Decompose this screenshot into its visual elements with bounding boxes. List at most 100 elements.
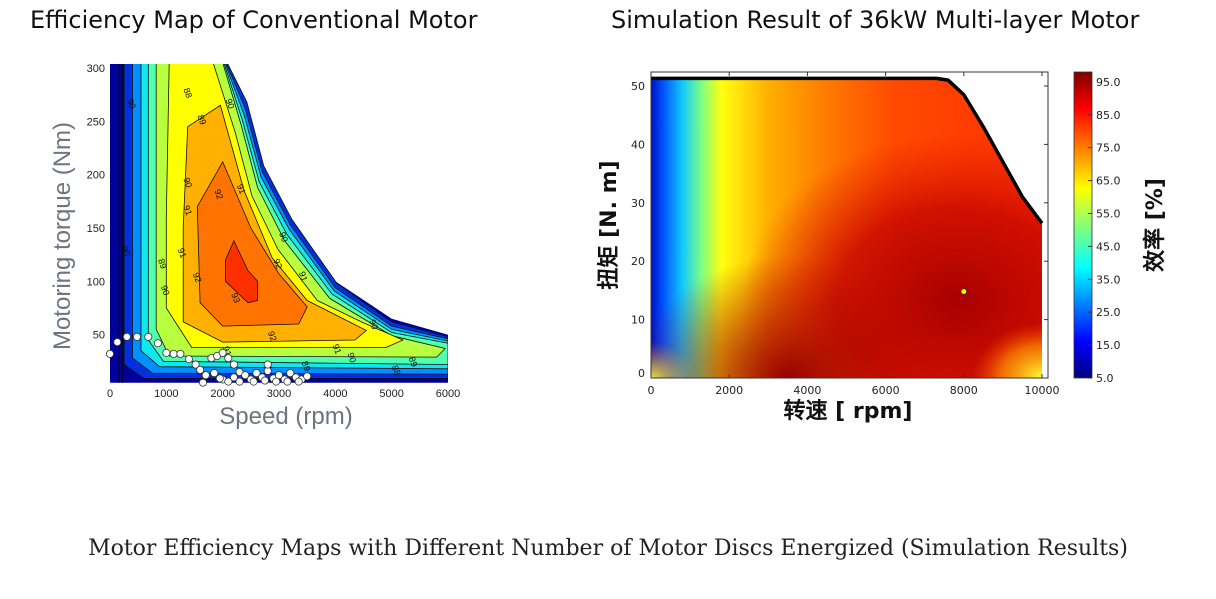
x-tick-label: 2000 xyxy=(210,388,234,400)
colorbar-tick-label: 15.0 xyxy=(1096,339,1121,352)
operating-point-marker xyxy=(249,377,258,386)
contour-label: 91 xyxy=(176,247,189,260)
contour-label: 92 xyxy=(271,257,284,270)
colorbar-tick-label: 95.0 xyxy=(1096,76,1121,89)
operating-point-marker xyxy=(303,372,312,381)
contour-label: 88 xyxy=(181,87,194,100)
colorbar-tick-label: 65.0 xyxy=(1096,175,1121,188)
operating-point-marker xyxy=(235,377,244,386)
colorbar-tick-label: 45.0 xyxy=(1096,240,1121,253)
contour-label: 90 xyxy=(277,231,290,244)
y-tick-label: 200 xyxy=(87,170,105,182)
operating-point-marker xyxy=(229,360,238,369)
contour-label: 90 xyxy=(125,97,138,110)
operating-point-marker xyxy=(113,338,122,347)
contour-label: 90 xyxy=(181,176,194,189)
y-tick-label: 40 xyxy=(631,138,645,151)
operating-point-marker xyxy=(224,354,233,363)
operating-point-marker xyxy=(294,377,303,386)
contour-label: 89 xyxy=(407,355,420,368)
contour-label: 89 xyxy=(300,360,313,373)
operating-point-marker xyxy=(218,348,227,357)
y-tick-label: 300 xyxy=(87,63,105,75)
contour-label: 89 xyxy=(156,257,169,270)
operating-point-marker xyxy=(263,360,272,369)
operating-point-marker xyxy=(122,332,131,341)
x-tick-label: 10000 xyxy=(1025,384,1060,397)
x-tick-label: 6000 xyxy=(872,384,900,397)
contour-band xyxy=(196,160,308,327)
y-tick-label: 100 xyxy=(87,276,105,288)
x-axis-label: Speed (rpm) xyxy=(219,403,352,430)
colorbar-label: 效率 [%] xyxy=(1142,178,1168,272)
contour-label: 91 xyxy=(331,343,344,356)
x-tick-label: 8000 xyxy=(950,384,978,397)
colorbar-tick-label: 55.0 xyxy=(1096,207,1121,220)
contour-label: 91 xyxy=(235,183,248,196)
operating-point-marker xyxy=(191,360,200,369)
operating-point-marker xyxy=(169,349,178,358)
colorbar-tick-label: 75.0 xyxy=(1096,142,1121,155)
operating-point-marker xyxy=(153,339,162,348)
y-tick-label: 250 xyxy=(87,116,105,128)
operating-point-marker xyxy=(184,355,193,364)
x-tick-label: 2000 xyxy=(715,384,743,397)
operating-point-marker xyxy=(215,374,224,383)
y-tick-label: 50 xyxy=(631,80,645,93)
figure-caption: Motor Efficiency Maps with Different Num… xyxy=(88,536,1128,561)
operating-point-marker xyxy=(241,371,250,380)
x-tick-label: 4000 xyxy=(323,388,347,400)
contour-label: 92 xyxy=(266,330,279,343)
operating-point-marker xyxy=(162,348,171,357)
left-chart-title: Efficiency Map of Conventional Motor xyxy=(30,6,478,34)
operating-point-marker xyxy=(286,369,295,378)
contour-label: 90 xyxy=(367,318,380,331)
operating-point-marker xyxy=(283,377,292,386)
operating-point-marker xyxy=(133,332,142,341)
operating-point-marker xyxy=(198,378,207,387)
contour-label: 90 xyxy=(224,97,237,110)
operating-point-marker xyxy=(229,373,238,382)
contour-label: 88 xyxy=(390,364,403,377)
y-tick-label: 50 xyxy=(93,330,105,342)
x-tick-label: 4000 xyxy=(793,384,821,397)
colorbar-tick-label: 35.0 xyxy=(1096,273,1121,286)
y-tick-label: 0 xyxy=(638,367,645,380)
contour-label: 90 xyxy=(119,244,132,257)
contour-label: 93 xyxy=(229,291,242,304)
right-chart-title: Simulation Result of 36kW Multi-layer Mo… xyxy=(611,6,1140,34)
operating-point-marker xyxy=(176,349,185,358)
colorbar xyxy=(1073,71,1093,379)
operating-point-marker xyxy=(272,377,281,386)
operating-point-marker xyxy=(196,365,205,374)
x-tick-label: 3000 xyxy=(267,388,291,400)
x-tick-label: 5000 xyxy=(379,388,403,400)
x-tick-label: 1000 xyxy=(154,388,178,400)
y-tick-label: 10 xyxy=(631,314,645,327)
contour-label: 91 xyxy=(181,204,194,217)
heatmap-area xyxy=(651,72,1048,378)
y-tick-label: 150 xyxy=(87,223,105,235)
contour-band xyxy=(225,239,259,304)
contour-label: 90 xyxy=(345,351,358,364)
y-tick-label: 30 xyxy=(631,197,645,210)
contour-label: 90 xyxy=(159,284,172,297)
colorbar-tick-label: 5.0 xyxy=(1096,372,1114,385)
operating-point-marker xyxy=(144,332,153,341)
y-tick-label: 20 xyxy=(631,255,645,268)
x-axis-label: 转速 [ rpm] xyxy=(784,398,913,424)
contour-label: 89 xyxy=(195,113,208,126)
efficiency-origin-region xyxy=(651,72,1042,378)
operating-point-marker xyxy=(260,376,269,385)
operating-point-marker xyxy=(224,377,233,386)
x-tick-label: 6000 xyxy=(436,388,460,400)
y-axis-label: Motoring torque (Nm) xyxy=(49,122,76,350)
colorbar-tick-label: 25.0 xyxy=(1096,306,1121,319)
contour-label: 92 xyxy=(191,271,204,284)
operating-point-marker xyxy=(252,369,261,378)
max-torque-curve xyxy=(651,76,1044,225)
